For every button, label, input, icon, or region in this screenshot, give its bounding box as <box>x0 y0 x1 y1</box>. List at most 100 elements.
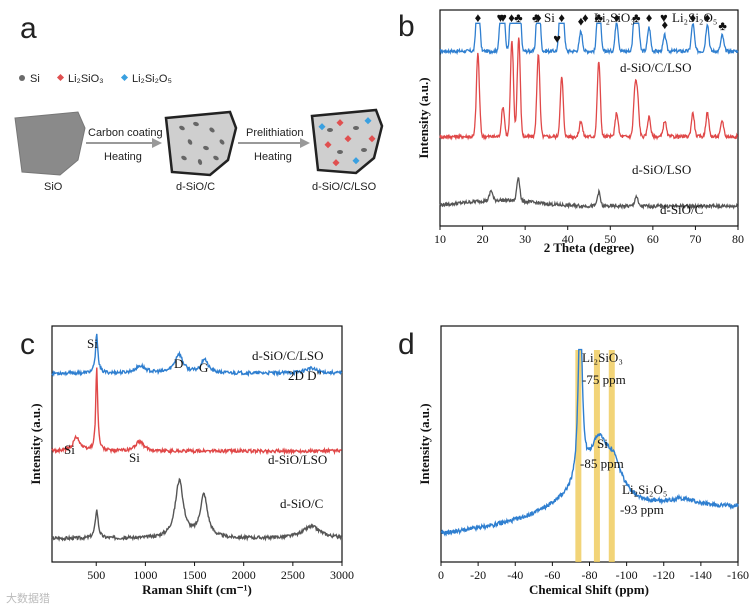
xrd-peak-marker: ♣ <box>595 10 604 25</box>
xrd-peak-marker: ♦ <box>578 13 585 28</box>
x-tick-label: -160 <box>727 568 749 582</box>
xrd-peak-marker: ♥ <box>497 10 505 25</box>
xrd-series-line <box>439 176 739 210</box>
x-tick-label: -120 <box>653 568 675 582</box>
legend-li2sio3-label: Li₂SiO₃ <box>68 73 104 85</box>
xrd-series-line <box>439 22 739 56</box>
raman-ann-si-left: Si <box>64 442 75 457</box>
sio-particle <box>14 111 86 176</box>
xrd-legend-si-symbol: ♣ <box>532 10 541 25</box>
raman-series-line <box>51 333 343 378</box>
x-tick-label: 80 <box>732 232 744 246</box>
sio-label: SiO <box>44 181 63 193</box>
xrd-peak-marker: ♦ <box>508 10 515 25</box>
xrd-plot-frame <box>439 9 739 227</box>
x-tick-label: 40 <box>562 232 574 246</box>
x-tick-label: 2000 <box>232 568 256 582</box>
legend-li2si2o5-marker <box>120 73 129 82</box>
legend-li2si2o5-label: Li₂Si₂O₅ <box>132 73 172 85</box>
x-tick-label: 2500 <box>281 568 305 582</box>
x-tick-label: 3000 <box>330 568 354 582</box>
nmr-ann-si-ppm: -85 ppm <box>580 456 624 471</box>
nmr-ann-li2si2o5-ppm: -93 ppm <box>620 502 664 517</box>
xrd-legend-li2si2o5-label: Li₂Si₂O₅ <box>672 10 717 25</box>
nmr-band <box>608 350 615 562</box>
xrd-legend-si-label: Si <box>544 10 555 25</box>
xrd-peak-marker: ♥ <box>499 10 507 25</box>
panel-label-b: b <box>398 10 415 43</box>
step1-bottom-label: Heating <box>104 151 142 163</box>
x-tick-label: 60 <box>647 232 659 246</box>
d-sio-c-particle <box>164 110 238 177</box>
d-sio-c-si-dots <box>179 121 225 165</box>
xrd-legend-li2sio3-label: Li₂SiO₃ <box>594 10 635 25</box>
d-sio-c-label: d-SiO/C <box>176 181 215 193</box>
xrd-ylabel: Intensity (a.u.) <box>416 77 431 158</box>
nmr-band <box>575 350 582 562</box>
xrd-peak-marker: ♣ <box>514 10 523 25</box>
x-tick-label: -80 <box>582 568 598 582</box>
x-tick-label: -100 <box>616 568 638 582</box>
raman-label-d-sio-c-lso: d-SiO/C/LSO <box>252 348 324 363</box>
xrd-peak-marker: ♦ <box>661 17 668 32</box>
xrd-peak-marker: ♣ <box>632 10 641 25</box>
x-tick-label: -20 <box>470 568 486 582</box>
raman-series-line <box>51 477 343 542</box>
xrd-chart: 10 20 30 40 50 60 70 80 ♦ ♥♥ ♦ ♣ ♦ ♦♥♦ ♣ ♦ ♣ ♦ ♦ ♦ ♦♣ 2 The… <box>416 9 744 255</box>
xrd-label-d-sio-c-lso: d-SiO/C/LSO <box>620 60 692 75</box>
xrd-series-line <box>439 37 738 141</box>
panel-label-d: d <box>398 328 415 361</box>
nmr-ann-li2sio3-ppm: -75 ppm <box>582 372 626 387</box>
raman-ann-2d: 2D D" <box>288 368 322 383</box>
x-tick-label: 70 <box>689 232 701 246</box>
schematic-panel: Si Li₂SiO₃ Li₂Si₂O₅ SiO Carbon coating H… <box>14 73 384 193</box>
xrd-label-d-sio-c: d-SiO/C <box>660 202 703 217</box>
nmr-ylabel: Intensity (a.u.) <box>417 403 432 484</box>
xrd-peak-marker: ♦ <box>704 10 711 25</box>
nmr-xlabel: Chemical Shift (ppm) <box>529 582 649 597</box>
x-tick-label: 50 <box>604 232 616 246</box>
legend-li2sio3-marker <box>56 73 65 82</box>
raman-ann-g: G <box>199 360 208 375</box>
arrow-carbon-coating <box>86 138 162 148</box>
x-tick-label: -60 <box>544 568 560 582</box>
watermark: 大数据猎 <box>6 591 50 605</box>
xrd-peak-marker: ♦ <box>646 10 653 25</box>
panel-label-a: a <box>20 12 37 45</box>
d-sio-c-lso-label: d-SiO/C/LSO <box>312 181 377 193</box>
xrd-peak-marker: ♦ <box>535 10 542 25</box>
raman-ylabel: Intensity (a.u.) <box>28 403 43 484</box>
step1-top-label: Carbon coating <box>88 127 163 139</box>
raman-chart: 500 1000 1500 2000 2500 3000 Raman Shift (cm⁻… <box>28 325 354 597</box>
raman-xlabel: Raman Shift (cm⁻¹) <box>142 582 252 597</box>
nmr-ann-li2sio3: Li₂SiO₃ <box>582 350 623 365</box>
x-tick-label: 30 <box>519 232 531 246</box>
x-tick-label: -40 <box>507 568 523 582</box>
legend-si-dot <box>19 75 25 81</box>
raman-ann-si-mid: Si <box>129 450 140 465</box>
raman-label-d-sio-lso: d-SiO/LSO <box>268 452 327 467</box>
raman-series-line <box>51 367 342 456</box>
x-tick-label: 1000 <box>133 568 157 582</box>
raman-ann-d: D <box>174 356 183 371</box>
legend-si-label: Si <box>30 73 40 85</box>
xrd-label-d-sio-lso: d-SiO/LSO <box>632 162 691 177</box>
nmr-ann-si: Si <box>597 436 608 451</box>
raman-label-d-sio-c: d-SiO/C <box>280 496 323 511</box>
xrd-legend-li2sio3-symbol: ♦ <box>582 10 589 25</box>
x-tick-label: 20 <box>477 232 489 246</box>
xrd-xlabel: 2 Theta (degree) <box>544 240 635 255</box>
x-tick-label: 1500 <box>183 568 207 582</box>
xrd-peak-marker: ♣ <box>718 18 727 33</box>
raman-plot-frame <box>51 325 343 563</box>
xrd-peak-marker: ♦ <box>558 10 565 25</box>
xrd-legend-li2si2o5-symbol: ♥ <box>660 10 668 25</box>
nmr-chart: 0 -20 -40 -60 -80 -100 -120 -140 -160 Chemical S… <box>417 325 749 597</box>
x-tick-label: 10 <box>434 232 446 246</box>
x-tick-label: 500 <box>87 568 105 582</box>
x-tick-label: 0 <box>438 568 444 582</box>
xrd-peak-marker: ♦ <box>690 10 697 25</box>
xrd-peak-marker: ♥ <box>553 31 561 46</box>
d-sio-c-lso-particle <box>310 108 384 175</box>
xrd-peak-marker: ♦ <box>613 10 620 25</box>
